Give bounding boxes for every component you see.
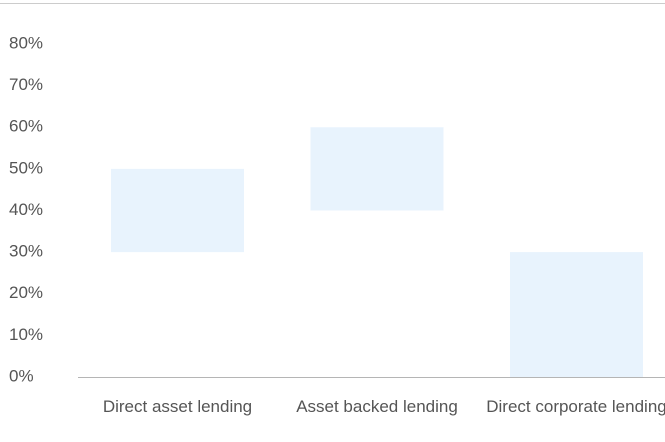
y-tick-label: 70% bbox=[9, 75, 43, 94]
x-tick-label: Direct asset lending bbox=[102, 397, 253, 416]
y-tick-label: 40% bbox=[9, 200, 43, 219]
y-tick-label: 10% bbox=[9, 325, 43, 344]
y-tick-label: 80% bbox=[9, 33, 43, 52]
y-tick-label: 60% bbox=[9, 117, 43, 136]
y-tick-label: 20% bbox=[9, 283, 43, 302]
bar bbox=[111, 168, 244, 253]
y-tick-label: 50% bbox=[9, 158, 43, 177]
y-tick-label: 0% bbox=[9, 366, 34, 385]
bar bbox=[310, 127, 444, 211]
x-tick-label: Direct corporate lending bbox=[486, 397, 665, 416]
y-tick-label: 30% bbox=[9, 242, 43, 261]
bar bbox=[510, 252, 643, 377]
x-tick-label: Asset backed lending bbox=[296, 397, 458, 416]
